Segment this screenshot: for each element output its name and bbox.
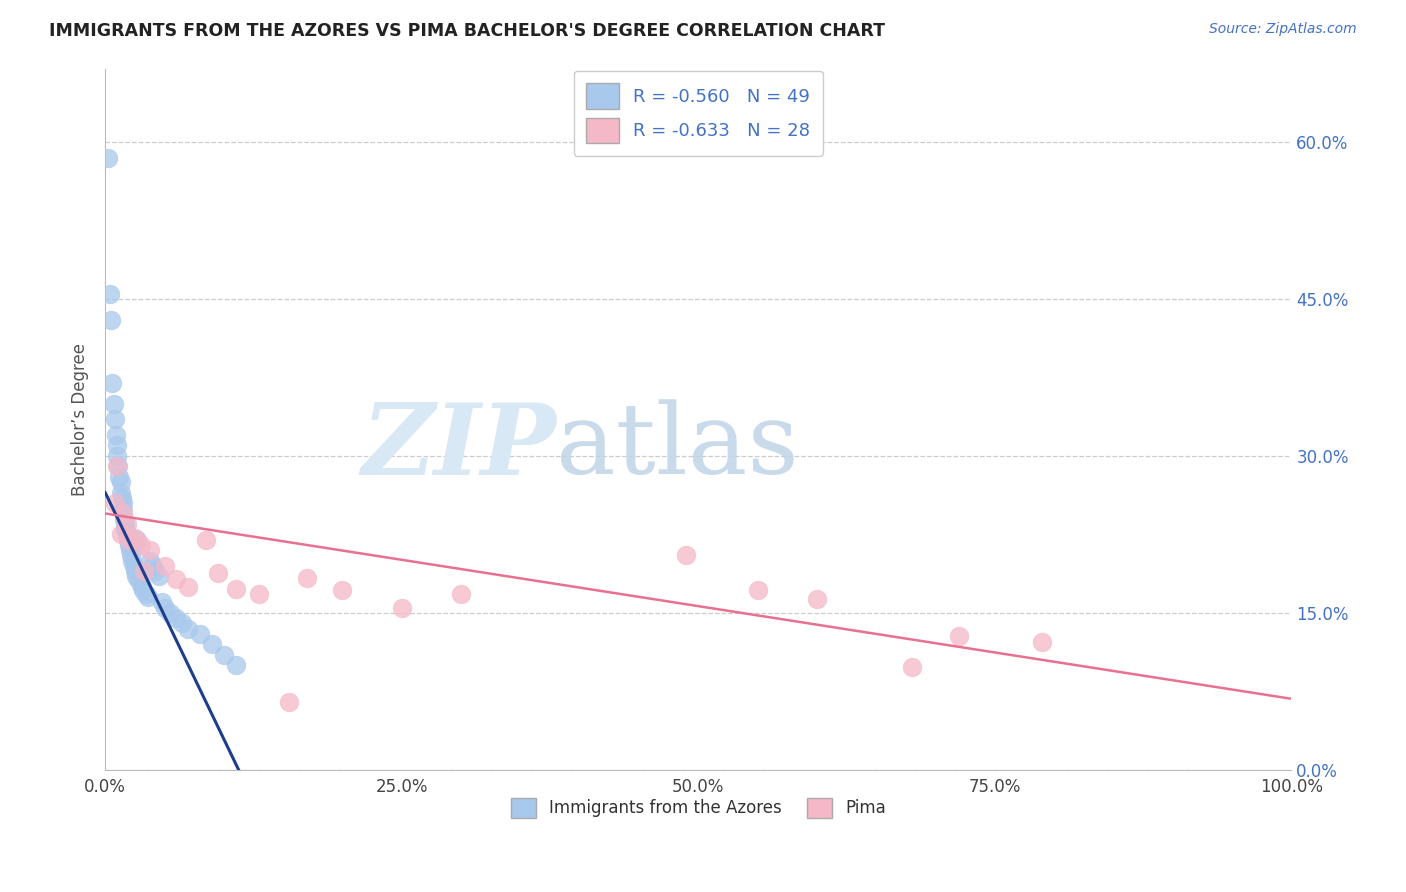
Point (118, 538, 141, 552)
Point (120, 543, 142, 558)
Point (100, 313, 122, 327)
Point (172, 616, 194, 631)
Point (112, 512, 135, 526)
Point (107, 459, 129, 474)
Point (108, 470, 131, 484)
Point (188, 627, 211, 641)
Point (127, 573, 149, 587)
Text: ZIP: ZIP (361, 399, 555, 496)
Point (1031, 635, 1053, 649)
Point (115, 527, 138, 541)
Point (225, 658, 247, 673)
Point (111, 496, 134, 510)
Point (295, 571, 318, 585)
Point (901, 660, 924, 674)
Point (97, 151, 120, 165)
Point (129, 576, 152, 591)
Point (120, 549, 142, 563)
Point (104, 412, 127, 426)
Point (124, 531, 146, 545)
Point (135, 587, 157, 601)
Point (278, 695, 301, 709)
Point (134, 564, 156, 578)
Point (104, 428, 127, 442)
Point (139, 553, 162, 567)
Text: Source: ZipAtlas.com: Source: ZipAtlas.com (1209, 22, 1357, 37)
Point (105, 438, 128, 452)
Y-axis label: Bachelor’s Degree: Bachelor’s Degree (72, 343, 89, 496)
Point (105, 449, 128, 463)
Point (450, 587, 472, 601)
Point (111, 507, 134, 521)
Point (249, 587, 271, 601)
Point (110, 527, 132, 541)
Point (948, 629, 970, 643)
Point (129, 538, 152, 552)
Point (115, 516, 138, 531)
Point (110, 475, 132, 489)
Point (105, 459, 128, 474)
Point (114, 516, 136, 531)
Point (177, 622, 200, 636)
Point (747, 582, 769, 597)
Point (165, 573, 187, 587)
Point (148, 569, 170, 583)
Legend: Immigrants from the Azores, Pima: Immigrants from the Azores, Pima (505, 791, 893, 825)
Point (117, 533, 139, 547)
Point (150, 595, 173, 609)
Point (101, 376, 124, 390)
Point (127, 533, 149, 547)
Point (118, 533, 141, 547)
Point (159, 606, 181, 620)
Point (121, 553, 143, 567)
Point (153, 600, 176, 615)
Point (139, 543, 162, 558)
Point (125, 569, 148, 583)
Point (225, 582, 247, 596)
Text: IMMIGRANTS FROM THE AZORES VS PIMA BACHELOR'S DEGREE CORRELATION CHART: IMMIGRANTS FROM THE AZORES VS PIMA BACHE… (49, 22, 886, 40)
Point (110, 485, 132, 500)
Point (201, 637, 224, 651)
Point (124, 564, 146, 578)
Text: atlas: atlas (555, 400, 799, 495)
Point (114, 522, 136, 536)
Point (806, 592, 828, 607)
Point (132, 582, 155, 597)
Point (143, 564, 166, 578)
Point (153, 558, 176, 573)
Point (122, 558, 145, 573)
Point (207, 566, 229, 581)
Point (142, 558, 165, 573)
Point (212, 648, 235, 662)
Point (111, 491, 134, 505)
Point (136, 591, 159, 605)
Point (332, 582, 354, 597)
Point (104, 496, 127, 510)
Point (111, 503, 134, 517)
Point (195, 533, 218, 547)
Point (391, 600, 413, 615)
Point (131, 580, 153, 594)
Point (98, 286, 121, 301)
Point (165, 611, 187, 625)
Point (103, 396, 125, 410)
Point (675, 549, 697, 563)
Point (177, 580, 200, 594)
